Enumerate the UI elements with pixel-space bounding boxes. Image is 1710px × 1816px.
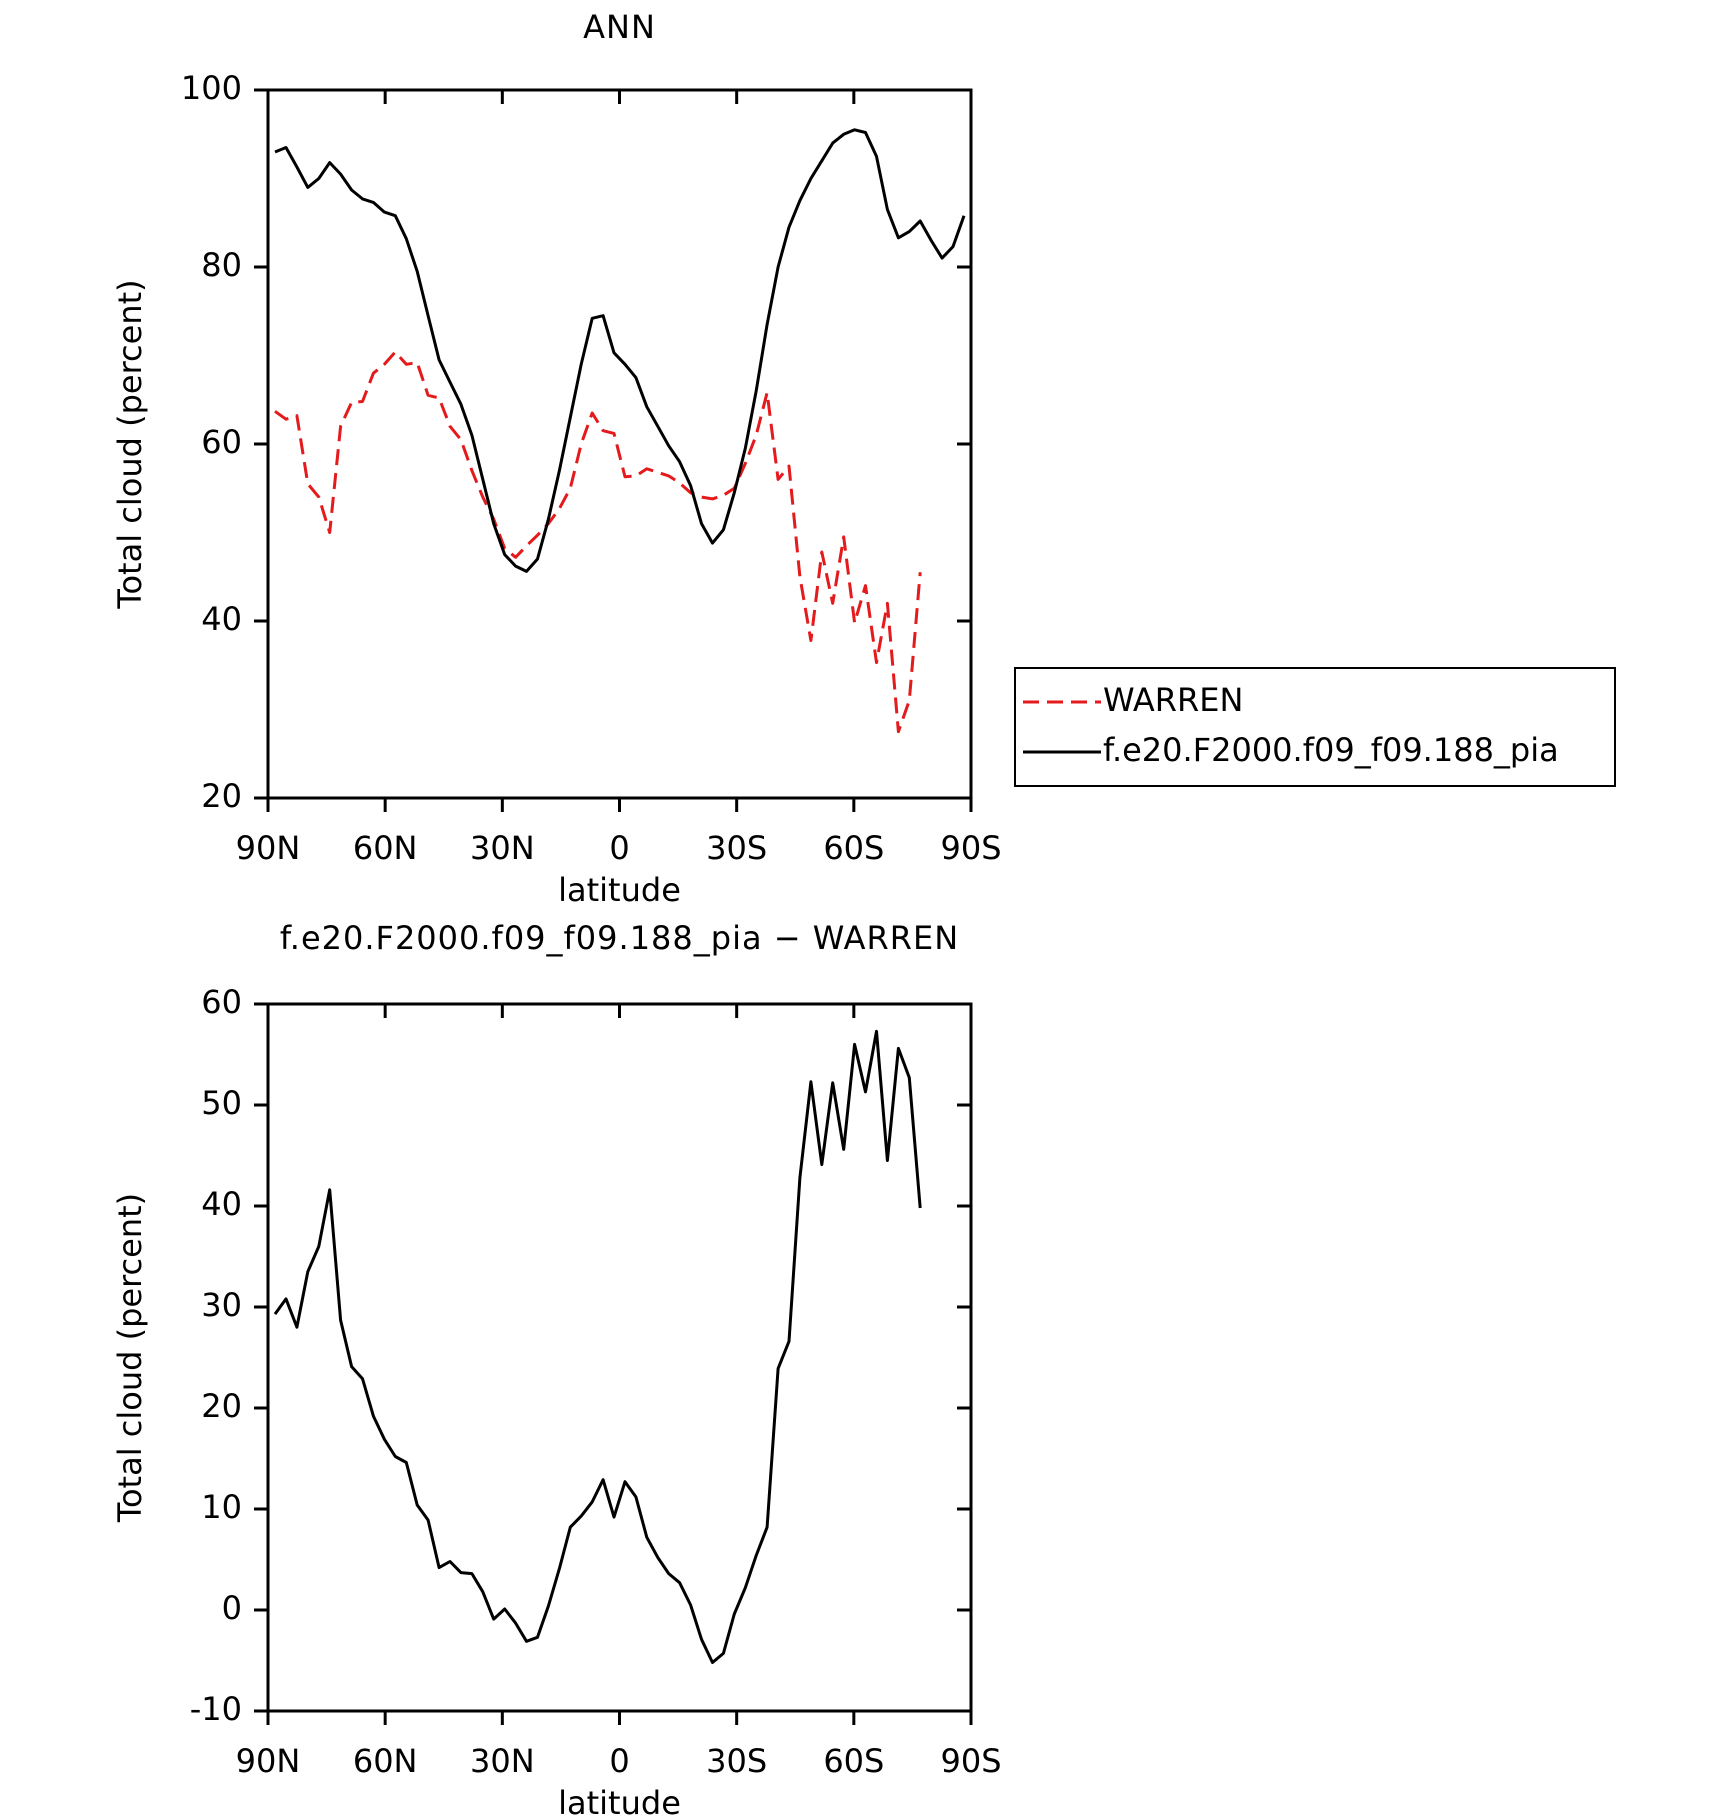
x-tick-label: 60S [823,829,884,867]
plot-frame [266,1002,973,1713]
y-axis-title: Total cloud (percent) [111,1193,149,1523]
x-tick-label: 0 [609,1742,629,1780]
x-tick-label: 60N [353,829,418,867]
data-line [274,350,922,734]
plot-frame [266,88,973,800]
legend-label: f.e20.F2000.f09_f09.188_pia [1103,731,1559,769]
y-tick-label: 100 [181,69,242,107]
x-tick-label: 90S [940,829,1001,867]
y-tick-label: 40 [201,600,242,638]
y-tick-label: 10 [201,1488,242,1526]
x-tick-label: 90N [236,829,301,867]
y-tick-label: 60 [201,983,242,1021]
x-tick-label: 60N [353,1742,418,1780]
data-line [274,128,966,573]
x-axis-title: latitude [558,1784,681,1816]
legend-box [1014,667,1616,787]
x-tick-label: 60S [823,1742,884,1780]
y-tick-label: 60 [201,423,242,461]
x-axis-title: latitude [558,871,681,909]
y-tick-label: 20 [201,1387,242,1425]
x-tick-label: 90N [236,1742,301,1780]
data-line [273,1029,922,1664]
x-tick-label: 30S [706,829,767,867]
y-tick-label: 50 [201,1084,242,1122]
y-tick-label: 0 [222,1589,242,1627]
y-axis-title: Total cloud (percent) [111,279,149,609]
y-tick-label: 80 [201,246,242,284]
y-tick-label: 20 [201,777,242,815]
x-tick-label: 90S [940,1742,1001,1780]
chart-title: f.e20.F2000.f09_f09.188_pia − WARREN [280,919,959,957]
chart-title: ANN [583,8,656,46]
legend-label: WARREN [1103,681,1243,719]
y-tick-label: 40 [201,1185,242,1223]
y-tick-label: -10 [190,1690,242,1728]
x-tick-label: 30N [470,829,535,867]
x-tick-label: 30N [470,1742,535,1780]
x-tick-label: 0 [609,829,629,867]
y-tick-label: 30 [201,1286,242,1324]
x-tick-label: 30S [706,1742,767,1780]
